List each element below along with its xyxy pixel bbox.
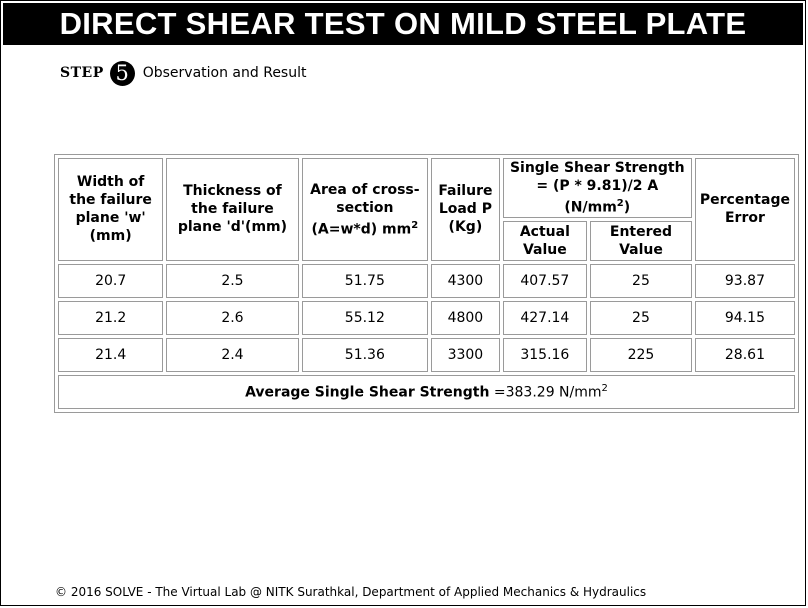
table-row: 21.4 2.4 51.36 3300 315.16 225 28.61 (58, 337, 795, 372)
cell-thickness: 2.4 (166, 337, 299, 372)
cell-entered: 25 (590, 263, 692, 298)
cell-width: 21.2 (58, 300, 164, 335)
footer-copyright: © 2016 SOLVE - The Virtual Lab @ NITK Su… (55, 585, 647, 599)
cell-actual: 427.14 (502, 300, 588, 335)
header-area: Area of cross-section (A=w*d) mm2 (301, 158, 429, 261)
cell-width: 21.4 (58, 337, 164, 372)
average-cell: Average Single Shear Strength =383.29 N/… (58, 374, 795, 409)
observation-table: Width of the failure plane 'w' (mm) Thic… (54, 154, 799, 413)
cell-error: 28.61 (694, 337, 795, 372)
cell-thickness: 2.5 (166, 263, 299, 298)
step-number-badge: 5 (109, 60, 135, 86)
page-title: DIRECT SHEAR TEST ON MILD STEEL PLATE (3, 3, 803, 45)
cell-entered: 225 (590, 337, 692, 372)
table-row: 20.7 2.5 51.75 4300 407.57 25 93.87 (58, 263, 795, 298)
header-failure-load: Failure Load P (Kg) (431, 158, 500, 261)
cell-load: 3300 (431, 337, 500, 372)
average-label: Average Single Shear Strength (245, 384, 490, 401)
cell-area: 51.36 (301, 337, 429, 372)
header-actual-value: Actual Value (502, 220, 588, 261)
table-subheader-row: Actual Value Entered Value (58, 220, 795, 261)
cell-thickness: 2.6 (166, 300, 299, 335)
table-header-row: Width of the failure plane 'w' (mm) Thic… (58, 158, 795, 261)
cell-area: 55.12 (301, 300, 429, 335)
header-entered-value: Entered Value (590, 220, 692, 261)
cell-actual: 407.57 (502, 263, 588, 298)
cell-entered: 25 (590, 300, 692, 335)
step-title: Observation and Result (142, 65, 307, 81)
table-row: 21.2 2.6 55.12 4800 427.14 25 94.15 (58, 300, 795, 335)
header-thickness: Thickness of the failure plane 'd'(mm) (166, 158, 299, 261)
average-unit-sup: 2 (601, 382, 608, 394)
cell-load: 4300 (431, 263, 500, 298)
cell-area: 51.75 (301, 263, 429, 298)
cell-width: 20.7 (58, 263, 164, 298)
step-header: STEP 5 Observation and Result (60, 58, 306, 88)
header-percentage-error: Percentage Error (694, 158, 795, 261)
average-value: =383.29 N/mm (493, 384, 602, 401)
average-row: Average Single Shear Strength =383.29 N/… (58, 374, 795, 409)
cell-error: 94.15 (694, 300, 795, 335)
step-label: STEP (60, 65, 104, 81)
cell-actual: 315.16 (502, 337, 588, 372)
header-width: Width of the failure plane 'w' (mm) (58, 158, 164, 261)
cell-error: 93.87 (694, 263, 795, 298)
cell-load: 4800 (431, 300, 500, 335)
header-single-shear-strength: Single Shear Strength = (P * 9.81)/2 A (… (502, 158, 692, 218)
